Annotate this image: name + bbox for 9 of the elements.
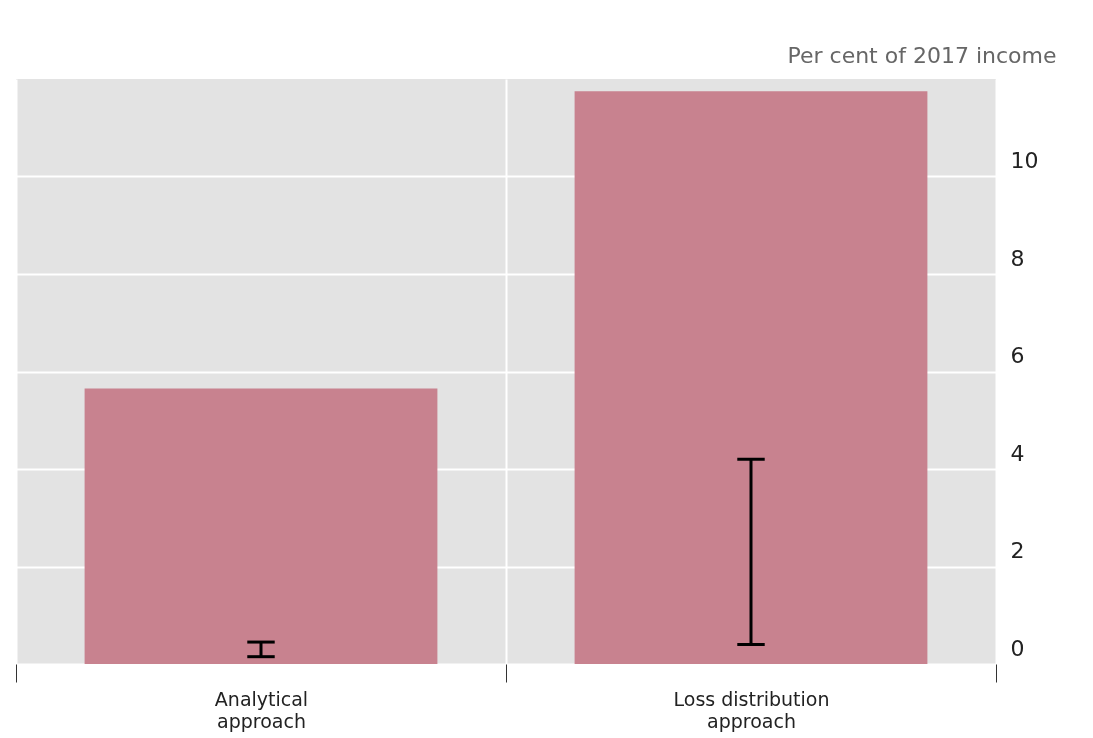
y-tick-label: 2 (1010, 538, 1025, 563)
y-tick-label: 8 (1010, 245, 1025, 271)
y-tick-label: 10 (1010, 148, 1039, 173)
x-tick-label: Loss distribution approach (673, 687, 830, 732)
x-tick-label: Analytical approach (214, 687, 309, 732)
y-tick-label: 6 (1010, 343, 1025, 368)
y-tick-label: 4 (1010, 440, 1025, 466)
y-axis-title: Per cent of 2017 income (787, 42, 1057, 68)
y-tick-label: 0 (1010, 635, 1025, 661)
